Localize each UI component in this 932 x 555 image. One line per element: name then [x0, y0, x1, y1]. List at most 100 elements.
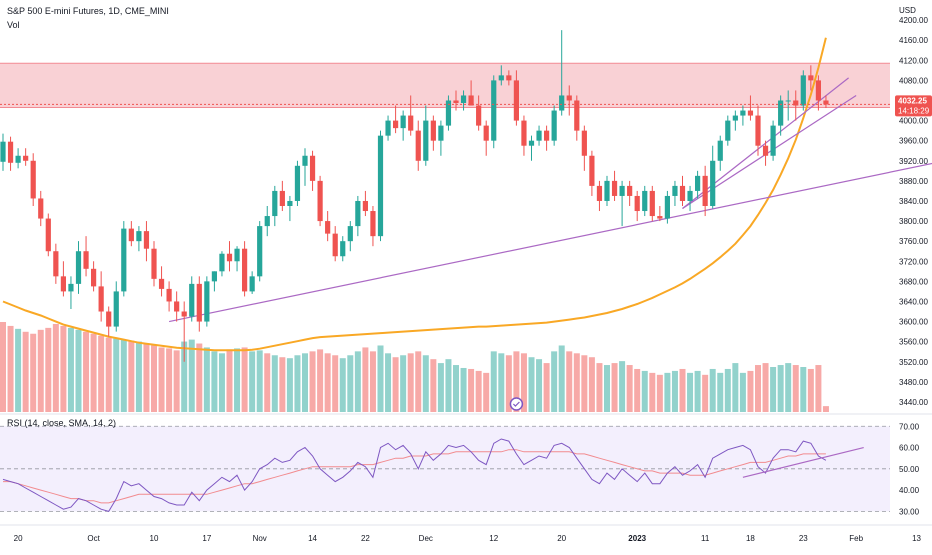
candle-body — [589, 155, 595, 186]
rsi-line — [2, 438, 827, 512]
candle-body — [128, 228, 134, 242]
candle-body — [30, 160, 36, 199]
candle-body — [657, 216, 663, 219]
candle — [302, 148, 308, 186]
price-tick-label: 3800.00 — [899, 217, 928, 226]
volume-bar — [732, 363, 739, 412]
candle — [121, 221, 127, 297]
candle — [370, 206, 376, 247]
volume-bar — [75, 329, 82, 412]
volume-bar — [755, 365, 761, 412]
candle-body — [815, 80, 821, 101]
candle — [189, 276, 195, 322]
volume-bar — [573, 353, 580, 412]
candle — [778, 95, 784, 136]
candle — [143, 221, 150, 262]
candle — [234, 246, 240, 272]
volume-bar — [641, 370, 648, 412]
last-price-badge — [895, 95, 932, 117]
candle-body — [53, 251, 59, 277]
candle-body — [68, 283, 74, 292]
candle — [415, 120, 421, 171]
candle — [732, 110, 738, 131]
volume-bar — [822, 406, 829, 412]
volume-bar — [483, 372, 490, 412]
candle-body — [0, 141, 6, 162]
candle-body — [340, 241, 346, 257]
candle-body — [710, 160, 716, 206]
volume-bar — [45, 327, 52, 412]
candle-body — [687, 190, 693, 201]
candle-body — [544, 130, 550, 141]
candle — [340, 236, 346, 262]
candle — [476, 95, 482, 131]
candle — [528, 135, 535, 161]
time-tick-label: 12 — [489, 534, 498, 543]
candle — [226, 241, 233, 272]
volume-bar — [679, 368, 686, 412]
symbol-title[interactable]: S&P 500 E-mini Futures, 1D, CME_MINI — [7, 6, 169, 16]
volume-bar — [52, 323, 59, 412]
candle-body — [559, 95, 565, 111]
candle-body — [234, 248, 240, 262]
candle-body — [385, 120, 391, 136]
candle-body — [249, 276, 255, 292]
volume-bar — [113, 338, 120, 412]
candle-body — [302, 155, 308, 166]
candle-body — [679, 185, 686, 201]
volume-bar — [166, 348, 173, 412]
candle-body — [174, 301, 180, 312]
candle-body — [581, 130, 587, 156]
candle — [423, 105, 429, 166]
candle-body — [528, 140, 535, 146]
candle — [800, 70, 806, 111]
candle — [158, 266, 165, 297]
volume-bar — [505, 355, 512, 412]
volume-bar — [211, 351, 218, 412]
volume-bar — [22, 331, 29, 412]
volume-bar — [588, 357, 595, 412]
price-tick-label: 4000.00 — [899, 117, 928, 126]
volume-bar — [558, 345, 565, 412]
candle-body — [355, 200, 361, 227]
candle — [136, 226, 142, 252]
candle-body — [476, 105, 482, 126]
candle — [513, 70, 519, 126]
trendline — [168, 162, 932, 323]
price-tick-label: 3760.00 — [899, 237, 928, 246]
candle-body — [506, 75, 512, 81]
candle — [453, 90, 459, 111]
rsi-tick-label: 50.00 — [899, 465, 920, 474]
volume-bar — [566, 351, 573, 412]
price-tick-label: 3600.00 — [899, 318, 928, 327]
volume-bar — [317, 349, 324, 412]
candle-body — [808, 75, 814, 81]
volume-bar — [770, 367, 777, 412]
candle — [91, 261, 97, 292]
candle — [45, 213, 51, 257]
last-price-value: 4032.25 — [898, 96, 927, 105]
volume-bar — [181, 341, 188, 412]
candle-body — [332, 233, 338, 257]
candle — [211, 271, 217, 292]
volume-bar — [60, 325, 67, 412]
candle — [491, 75, 497, 149]
candle — [596, 180, 603, 212]
candle — [128, 221, 134, 247]
candle-body — [181, 311, 187, 317]
candle — [257, 221, 263, 282]
rsi-sma-line — [3, 449, 826, 504]
rsi-label[interactable]: RSI (14, close, SMA, 14, 2) — [7, 418, 117, 428]
volume-bar — [596, 363, 603, 412]
price-tick-label: 3840.00 — [899, 197, 928, 206]
candle-body — [347, 226, 353, 242]
candle — [589, 150, 595, 196]
volume-bar — [7, 325, 14, 412]
volume-bar — [98, 335, 105, 412]
volume-bar — [30, 333, 37, 412]
currency-label: USD — [899, 6, 916, 15]
candle — [740, 105, 746, 126]
candle-body — [143, 231, 150, 249]
